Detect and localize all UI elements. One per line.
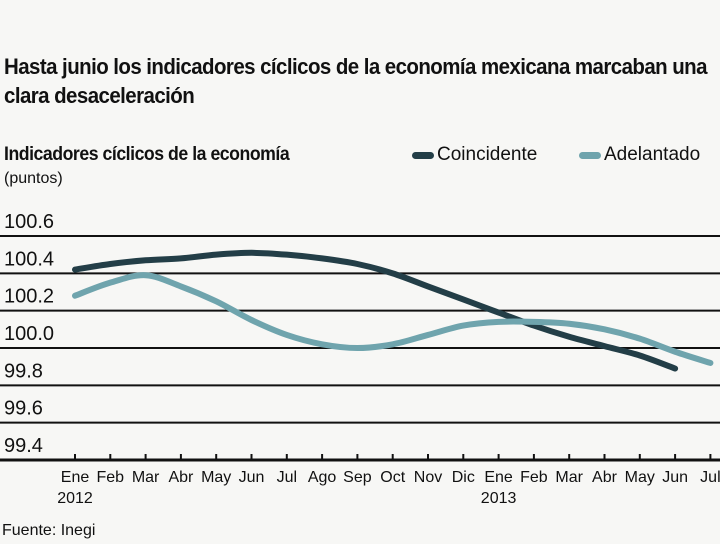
x-tick-label: Jun [239, 469, 265, 486]
source-note: Fuente: Inegi [2, 522, 96, 539]
y-tick-label: 99.8 [4, 360, 43, 382]
x-tick-label: Nov [414, 469, 442, 486]
x-tick-label: Dic [452, 469, 475, 486]
y-tick-label: 100.2 [4, 286, 54, 308]
y-tick-label: 99.6 [4, 398, 43, 420]
x-tick-label: Jul [700, 469, 720, 486]
x-tick-label: Jul [277, 469, 297, 486]
y-tick-label: 100.0 [4, 323, 54, 345]
x-tick-label: May [625, 469, 655, 486]
x-tick-label: Jun [662, 469, 688, 486]
legend-item-coincidente: Coincidente [412, 144, 537, 166]
legend-swatch-adelantado [579, 151, 601, 159]
x-tick-label: Abr [592, 469, 618, 486]
x-tick-label: Sep [343, 469, 372, 486]
legend-label-adelantado: Adelantado [604, 144, 701, 165]
legend-swatch-coincidente [412, 151, 434, 159]
headline: Hasta junio los indicadores cíclicos de … [4, 54, 707, 108]
x-year-label: 2012 [57, 490, 93, 507]
x-tick-label: Oct [380, 469, 405, 486]
y-tick-label: 100.6 [4, 211, 54, 233]
x-tick-label: Feb [97, 469, 125, 486]
chart-title: Indicadores cíclicos de la economía [4, 144, 290, 165]
y-tick-label: 100.4 [4, 248, 54, 270]
x-tick-label: Mar [132, 469, 160, 486]
legend-item-adelantado: Adelantado [579, 144, 700, 166]
y-tick-label: 99.4 [4, 435, 43, 457]
x-tick-label: May [201, 469, 231, 486]
x-year-label: 2013 [481, 490, 517, 507]
series-line-adelantado [72, 272, 714, 366]
x-tick-label: Ene [61, 469, 90, 486]
x-tick-label: Mar [555, 469, 583, 486]
series-line-coincidente [72, 249, 679, 372]
y-axis-label: (puntos) [4, 170, 63, 187]
x-tick-label: Ago [308, 469, 337, 486]
x-tick-label: Abr [168, 469, 194, 486]
legend-label-coincidente: Coincidente [437, 144, 538, 165]
x-tick-label: Ene [484, 469, 513, 486]
x-tick-label: Feb [520, 469, 548, 486]
